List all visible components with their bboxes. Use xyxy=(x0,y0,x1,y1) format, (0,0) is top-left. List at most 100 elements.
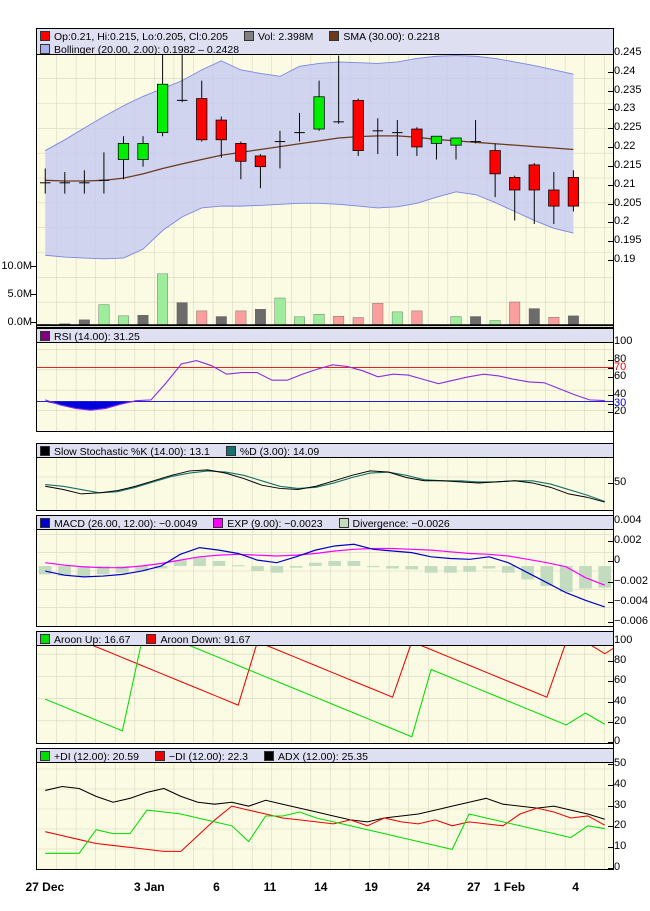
legend-item-adx-line: ADX (12.00): 25.35 xyxy=(264,750,368,763)
price-tick-9: 0.2 xyxy=(614,215,630,228)
legend-label-exp-line: EXP (9.00): −0.0023 xyxy=(227,518,323,530)
aroon-legend: Aroon Up: 16.67 Aroon Down: 91.67 xyxy=(37,632,613,646)
adx-panel[interactable]: +DI (12.00): 20.59 −DI (12.00): 22.3 ADX (… xyxy=(36,748,614,870)
legend-item-aroon-up: Aroon Up: 16.67 xyxy=(40,633,130,646)
macd-tick-1: 0.002 xyxy=(614,534,642,547)
rsi-tick-20-tick xyxy=(608,412,613,414)
date-label-9: 4 xyxy=(572,880,579,894)
legend-label-aroon-up: Aroon Up: 16.67 xyxy=(54,634,131,646)
legend-label-aroon-down: Aroon Down: 91.67 xyxy=(160,634,251,646)
legend-item-aroon-down: Aroon Down: 91.67 xyxy=(146,633,250,646)
legend-item-minus-di: −DI (12.00): 22.3 xyxy=(154,750,248,763)
adx-legend: +DI (12.00): 20.59 −DI (12.00): 22.3 ADX (… xyxy=(37,749,613,763)
adx-tick-1: 40 xyxy=(614,777,627,790)
macd-tick-3-tick xyxy=(608,581,613,583)
rsi-tick-70-tick xyxy=(608,368,613,370)
macd-tick-2-tick xyxy=(608,561,613,563)
aroon-up-swatch-icon xyxy=(40,634,50,644)
rsi-plot xyxy=(37,329,613,431)
legend-item-volume: Vol: 2.398M xyxy=(243,30,313,43)
legend-item-percent-d: %D (3.00): 14.09 xyxy=(225,445,319,458)
adx-tick-5-tick xyxy=(608,868,613,869)
legend-label-macd-line: MACD (26.00, 12.00): −0.0049 xyxy=(54,518,198,530)
volume-tick-mark-2 xyxy=(31,322,36,323)
legend-item-percent-k: Slow Stochastic %K (14.00): 13.1 xyxy=(40,445,210,458)
stoch-tick-50-tick xyxy=(608,482,613,484)
adx-tick-0-tick xyxy=(608,764,613,765)
adx-line-swatch-icon xyxy=(264,751,275,761)
aroon-tick-5-tick xyxy=(608,742,613,743)
volume-swatch-icon xyxy=(243,31,254,41)
macd-panel[interactable]: MACD (26.00, 12.00): −0.0049 EXP (9.00): … xyxy=(36,515,614,627)
rsi-panel[interactable]: RSI (14.00): 31.25 xyxy=(36,328,614,432)
rsi-legend: RSI (14.00): 31.25 xyxy=(37,329,613,343)
legend-item-bollinger: Bollinger (20.00, 2.00): 0.1982 – 0.2428 xyxy=(40,43,239,56)
percent-d-swatch-icon xyxy=(225,446,236,456)
price-tick-6-tick xyxy=(608,165,613,167)
minus-di-swatch-icon xyxy=(154,751,165,761)
legend-label-bollinger: Bollinger (20.00, 2.00): 0.1982 – 0.2428 xyxy=(54,44,240,56)
macd-tick-4-tick xyxy=(608,601,613,603)
legend-label-rsi: RSI (14.00): 31.25 xyxy=(54,331,140,343)
adx-tick-2: 30 xyxy=(614,798,627,811)
adx-tick-4: 10 xyxy=(614,840,627,853)
volume-tick-2: 0.0M xyxy=(7,316,32,328)
legend-item-macd-line: MACD (26.00, 12.00): −0.0049 xyxy=(40,517,197,530)
rsi-tick-80-tick xyxy=(608,359,613,361)
macd-tick-4: −0.004 xyxy=(614,594,648,607)
aroon-panel[interactable]: Aroon Up: 16.67 Aroon Down: 91.67 xyxy=(36,631,614,744)
price-tick-5: 0.22 xyxy=(614,140,636,153)
price-tick-0: 0.245 xyxy=(614,46,642,58)
aroon-tick-3: 40 xyxy=(614,694,627,707)
price-tick-11-tick xyxy=(608,260,613,261)
legend-label-plus-di: +DI (12.00): 20.59 xyxy=(54,751,139,763)
ohlc-swatch-icon xyxy=(40,31,50,41)
rsi-tick-20: 20 xyxy=(614,405,627,418)
price-tick-6: 0.215 xyxy=(614,158,642,171)
price-legend: Op:0.21, Hi:0.215, Lo:0.205, Cl:0.205 Vol… xyxy=(37,29,613,56)
date-label-0: 27 Dec xyxy=(25,880,65,894)
adx-tick-1-tick xyxy=(608,784,613,786)
macd-tick-3: −0.002 xyxy=(614,574,648,587)
rsi-tick-40-tick xyxy=(608,394,613,396)
volume-tick-mark-1 xyxy=(31,294,36,295)
legend-label-adx-line: ADX (12.00): 25.35 xyxy=(278,751,368,763)
legend-item-exp-line: EXP (9.00): −0.0023 xyxy=(213,517,323,530)
right-axis-line xyxy=(613,28,614,870)
legend-label-divergence: Divergence: −0.0026 xyxy=(352,518,450,530)
macd-svg xyxy=(37,516,613,626)
adx-tick-2-tick xyxy=(608,805,613,807)
adx-tick-0: 50 xyxy=(614,757,627,769)
price-tick-11: 0.19 xyxy=(614,253,636,265)
price-tick-4-tick xyxy=(608,128,613,130)
rsi-svg xyxy=(37,329,613,431)
date-label-7: 27 xyxy=(467,880,481,894)
macd-plot xyxy=(37,516,613,626)
adx-tick-5: 0 xyxy=(614,861,621,873)
adx-svg xyxy=(37,749,613,869)
stochastic-legend: Slow Stochastic %K (14.00): 13.1 %D (3.00… xyxy=(37,444,613,458)
macd-tick-5-tick xyxy=(608,622,613,623)
legend-label-ohlc: Op:0.21, Hi:0.215, Lo:0.205, Cl:0.205 xyxy=(54,31,228,43)
rsi-tick-40: 40 xyxy=(614,387,627,400)
price-panel[interactable]: Op:0.21, Hi:0.215, Lo:0.205, Cl:0.205 Vol… xyxy=(36,28,614,328)
macd-line-swatch-icon xyxy=(40,518,50,528)
aroon-svg xyxy=(37,632,613,743)
date-label-1: 3 Jan xyxy=(133,880,165,894)
price-tick-3: 0.23 xyxy=(614,102,636,115)
price-tick-5-tick xyxy=(608,147,613,149)
legend-item-ohlc: Op:0.21, Hi:0.215, Lo:0.205, Cl:0.205 xyxy=(40,30,228,43)
price-tick-8: 0.205 xyxy=(614,196,642,209)
rsi-tick-30-tick xyxy=(608,403,613,405)
rsi-tick-60: 60 xyxy=(614,370,627,383)
bollinger-swatch-icon xyxy=(40,44,50,54)
rsi-tick-80: 80 xyxy=(614,352,627,365)
rsi-tick-100: 100 xyxy=(614,335,633,347)
price-tick-3-tick xyxy=(608,109,613,111)
divergence-swatch-icon xyxy=(338,518,349,528)
volume-tick-0: 10.0M xyxy=(1,260,32,272)
price-tick-7-tick xyxy=(608,184,613,186)
macd-legend: MACD (26.00, 12.00): −0.0049 EXP (9.00): … xyxy=(37,516,613,530)
stochastic-panel[interactable]: Slow Stochastic %K (14.00): 13.1 %D (3.00… xyxy=(36,443,614,511)
legend-item-plus-di: +DI (12.00): 20.59 xyxy=(40,750,139,763)
